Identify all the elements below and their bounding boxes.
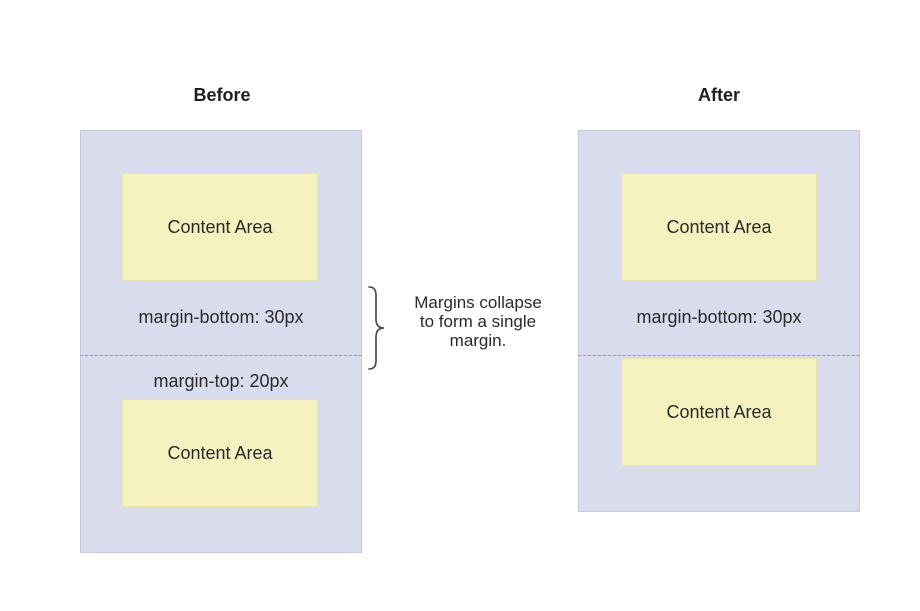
- before-title: Before: [193, 85, 251, 105]
- brace-icon: [368, 286, 385, 370]
- collapse-note-line-1: Margins collapse: [414, 293, 542, 312]
- after-top-content-label: Content Area: [666, 216, 772, 237]
- after-bottom-content-area: Content Area: [621, 358, 817, 466]
- before-top-content-label: Content Area: [167, 216, 273, 237]
- before-margin-top-label: margin-top: 20px: [153, 371, 289, 391]
- after-divider: [578, 355, 860, 356]
- after-bottom-content-label: Content Area: [666, 401, 772, 422]
- collapse-note-line-2: to form a single: [419, 312, 537, 331]
- before-divider: [80, 355, 362, 356]
- before-bottom-content-area: Content Area: [122, 399, 318, 507]
- collapse-note: Margins collapse to form a single margin…: [388, 293, 568, 350]
- before-margin-bottom-label: margin-bottom: 30px: [138, 307, 304, 327]
- before-bottom-content-label: Content Area: [167, 442, 273, 463]
- collapse-note-line-3: margin.: [449, 331, 507, 350]
- before-top-content-area: Content Area: [122, 173, 318, 281]
- after-title: After: [697, 85, 740, 105]
- after-top-content-area: Content Area: [621, 173, 817, 281]
- after-margin-bottom-label: margin-bottom: 30px: [636, 307, 802, 327]
